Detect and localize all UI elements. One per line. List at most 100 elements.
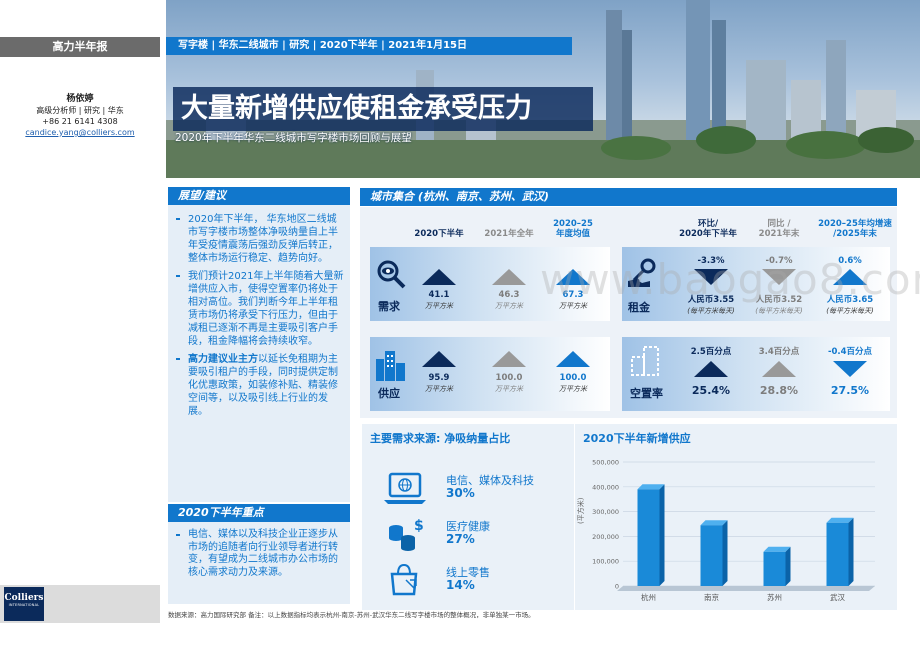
chart-y-tick-label: 400,000 — [592, 483, 619, 491]
chart-y-tick-label: 0 — [615, 583, 619, 591]
key-hand-icon — [628, 258, 656, 287]
chart-bar — [763, 551, 786, 586]
chart-y-tick-label: 100,000 — [592, 558, 619, 566]
metrics-panel: 2020下半年 2021年全年 2020–25 年度均值 环比/ 2020年下半… — [360, 207, 897, 418]
demand-source-label: 线上零售 — [446, 566, 490, 579]
bullet-text: 我们预计2021年上半年随着大量新增供应入市，使得空置率仍将处于相对高位。我们判… — [188, 271, 344, 347]
author-block: 杨依婷 高级分析师 | 研究 | 华东 +86 21 6141 4308 can… — [0, 94, 160, 138]
demand-source-item: 电信、媒体及科技 30% — [362, 468, 574, 508]
outlook-panel: 2020年下半年， 华东地区二线城市写字楼市场整体净吸纳量自上半年受疫情震荡后强… — [168, 205, 350, 502]
vacancy-trend-down-icon — [833, 361, 867, 377]
chart-x-tick-label: 杭州 — [641, 592, 656, 602]
outlook-heading: 展望/建议 — [168, 187, 350, 205]
chart-x-tick-label: 南京 — [704, 592, 719, 602]
logo-text: Colliers — [4, 593, 44, 603]
col-header-avg: 2020–25 年度均值 — [553, 219, 593, 239]
magnifier-eye-icon — [377, 260, 406, 289]
demand-value-avg: 67.3 万平方米 — [543, 290, 603, 312]
demand-source-pct: 14% — [446, 578, 475, 592]
value-text: 41.1 — [428, 290, 450, 300]
page-title: 大量新增供应使租金承受压力 — [173, 87, 593, 131]
rent-label: 租金 — [628, 301, 650, 314]
vacancy-change-qoq: 2.5百分点 — [690, 347, 732, 357]
supply-row — [370, 337, 610, 411]
bullet-bold: 高力建议业主方 — [188, 354, 258, 365]
chart-bar-side — [785, 546, 791, 586]
chart-y-tick-label: 300,000 — [592, 508, 619, 516]
shopping-bag-icon — [390, 563, 418, 596]
author-phone: +86 21 6141 4308 — [42, 117, 118, 126]
value-text: 100.0 — [559, 373, 587, 383]
demand-label: 需求 — [378, 300, 400, 313]
demand-sources-panel: 主要需求来源: 净吸纳量占比 电信、媒体及科技 30% $ 医疗健康 27% — [362, 424, 574, 610]
supply-value-avg: 100.0 万平方米 — [543, 373, 603, 395]
author-email-link[interactable]: candice.yang@colliers.com — [25, 128, 135, 137]
outlook-bullet: 2020年下半年， 华东地区二线城市写字楼市场整体净吸纳量自上半年受疫情震荡后强… — [176, 213, 344, 265]
col-header-yoy: 同比 / 2021年末 — [758, 219, 800, 239]
col-header-qoq: 环比/ 2020年下半年 — [679, 219, 737, 239]
col-header-cagr: 2020–25年均增速 /2025年末 — [818, 219, 892, 239]
chart-bar-side — [722, 520, 728, 586]
laptop-globe-icon — [384, 472, 426, 504]
focus-panel: 电信、媒体以及科技企业正逐步从市场的追随者向行业领导者进行转变，有望成为二线城市… — [168, 522, 350, 604]
demand-source-pct: 27% — [446, 532, 475, 546]
supply-label: 供应 — [378, 387, 400, 400]
value-text: 100.0 — [495, 373, 523, 383]
vacancy-label: 空置率 — [630, 387, 663, 400]
vacancy-value-2020h2: 25.4% — [691, 384, 731, 397]
author-role: 高级分析师 | 研究 | 华东 — [36, 106, 124, 115]
chart-bar-side — [848, 517, 854, 586]
value-unit: 万平方米 — [425, 302, 453, 310]
source-note: 数据来源：高力国际研究部 备注：以上数据指标均表示杭州-南京-苏州-武汉华东二线… — [168, 611, 535, 619]
chart-title: 2020下半年新增供应 — [583, 432, 691, 445]
demand-source-label: 医疗健康 — [446, 520, 490, 533]
value-unit: 万平方米 — [559, 302, 587, 310]
chart-bar — [826, 522, 849, 586]
rent-change-yoy: -0.7% — [765, 256, 793, 266]
rent-value-cagr: 人民币3.65 (每平方米每天) — [810, 295, 890, 317]
breadcrumb: 写字楼 | 华东二线城市 | 研究 | 2020下半年 | 2021年1月15日 — [166, 37, 572, 55]
chart-y-axis-label: (平方米) — [576, 497, 585, 524]
vacancy-trend-up-icon — [694, 361, 728, 377]
value-unit: 万平方米 — [559, 385, 587, 393]
bullet-text: 电信、媒体以及科技企业正逐步从市场的追随者向行业领导者进行转变，有望成为二线城市… — [188, 529, 338, 578]
empty-building-icon — [631, 346, 659, 376]
demand-sources-title: 主要需求来源: 净吸纳量占比 — [370, 432, 511, 445]
chart-bar — [637, 489, 660, 586]
author-name: 杨依婷 — [66, 94, 94, 104]
col-header-2021: 2021年全年 — [484, 229, 534, 239]
value-text: 人民币3.52 — [755, 295, 803, 305]
rent-trend-down-icon — [694, 269, 728, 285]
demand-source-label: 电信、媒体及科技 — [446, 474, 534, 487]
chart-bar-top — [700, 520, 728, 526]
vacancy-change-cagr: -0.4百分点 — [827, 347, 873, 357]
demand-value-2021: 46.3 万平方米 — [479, 290, 539, 312]
rent-change-cagr: 0.6% — [838, 256, 862, 266]
rent-value-yoy: 人民币3.52 (每平方米每天) — [739, 295, 819, 317]
outlook-bullet: 高力建议业主方以延长免租期为主要吸引租户的手段，同时提供定制化优惠政策，如装修补… — [176, 353, 344, 418]
chart-x-tick-label: 武汉 — [830, 592, 845, 602]
value-unit: 万平方米 — [495, 385, 523, 393]
svg-text:$: $ — [414, 518, 424, 534]
buildings-icon — [376, 351, 405, 381]
vacancy-value-2021: 28.8% — [759, 384, 799, 397]
rent-trend-down-icon — [762, 269, 796, 285]
bullet-text: 以延长免租期为主要吸引租户的手段，同时提供定制化优惠政策，如装修补贴、精装修空间… — [188, 354, 338, 417]
supply-trend-up-icon — [492, 351, 526, 367]
rent-value-qoq: 人民币3.55 (每平方米每天) — [671, 295, 751, 317]
value-text: 67.3 — [562, 290, 584, 300]
supply-value-2021: 100.0 万平方米 — [479, 373, 539, 395]
supply-value-2020h2: 95.9 万平方米 — [409, 373, 469, 395]
value-text: 46.3 — [498, 290, 520, 300]
value-text: 95.9 — [428, 373, 450, 383]
supply-trend-up-icon — [422, 351, 456, 367]
chart-y-tick-label: 500,000 — [592, 459, 619, 467]
vacancy-change-yoy: 3.4百分点 — [758, 347, 800, 357]
rent-trend-up-icon — [833, 269, 867, 285]
chart-bar-side — [659, 484, 665, 586]
value-text: 人民币3.65 — [826, 295, 874, 305]
chart-bar — [700, 525, 723, 586]
chart-x-tick-label: 苏州 — [767, 592, 782, 602]
demand-trend-up-icon — [556, 269, 590, 285]
value-unit: 万平方米 — [425, 385, 453, 393]
